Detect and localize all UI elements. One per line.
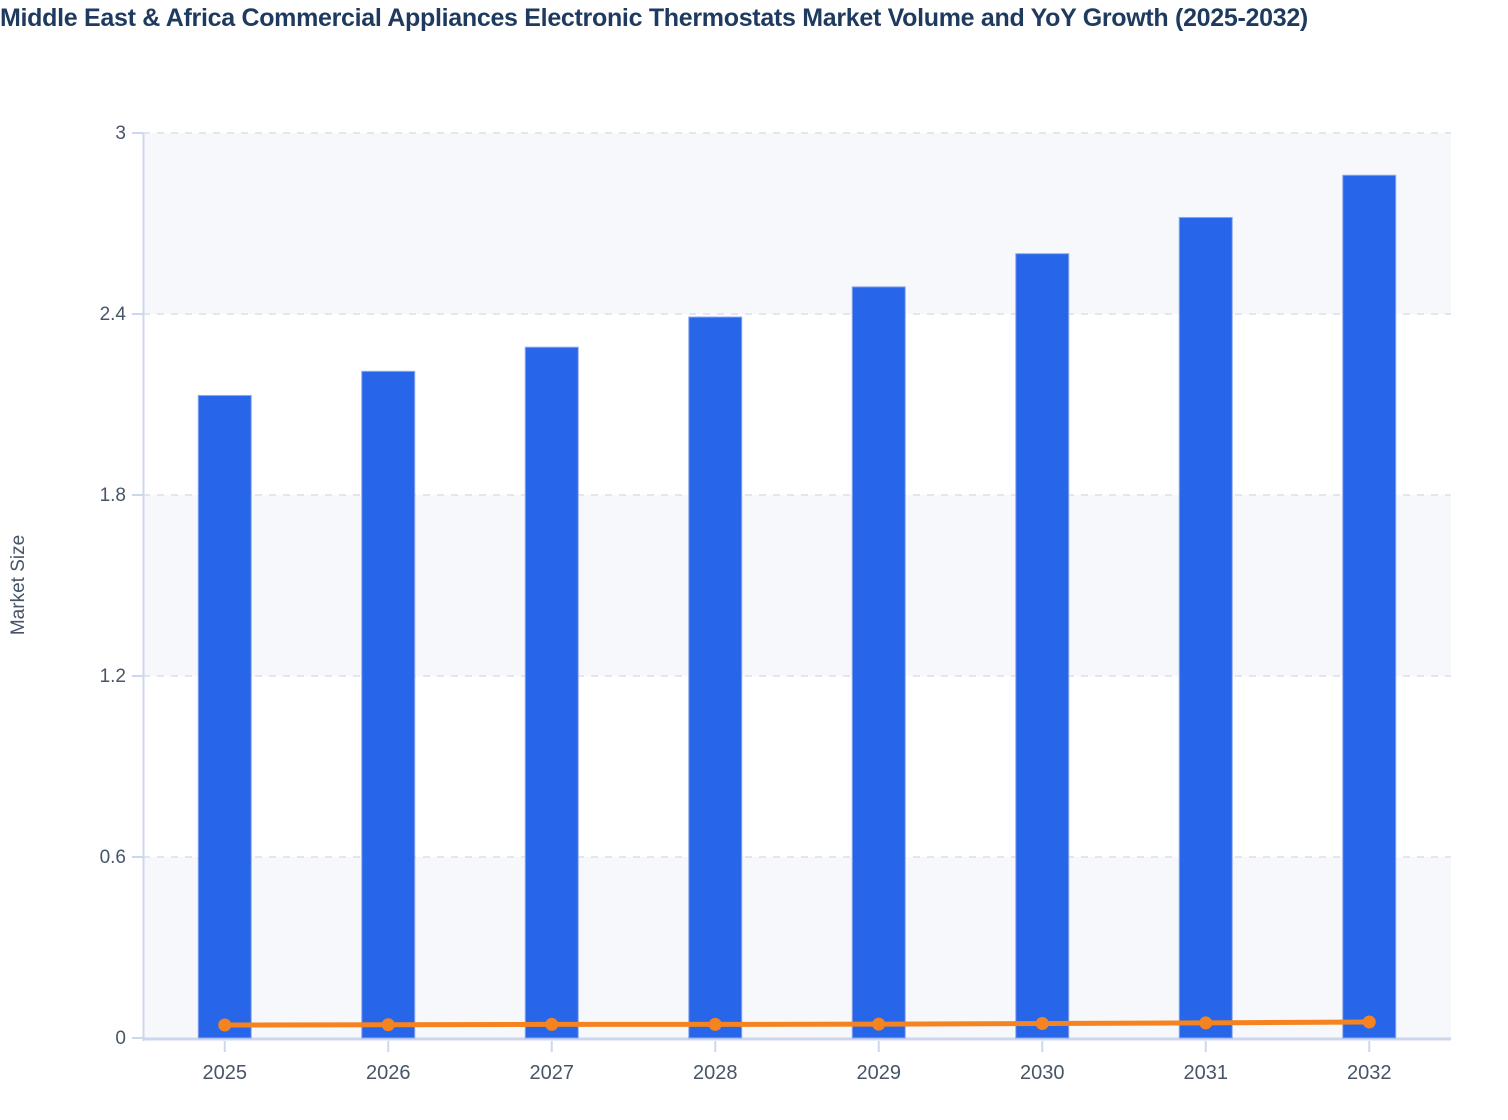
y-tick-label: 1.2 <box>100 666 126 687</box>
x-tick-label-2031: 2031 <box>1184 1062 1229 1084</box>
yoy-marker-2026[interactable] <box>381 1018 395 1032</box>
x-tick-label-2026: 2026 <box>366 1062 411 1084</box>
yoy-marker-2027[interactable] <box>545 1017 559 1031</box>
bar-2032[interactable] <box>1342 174 1397 1039</box>
plot-band <box>143 857 1451 1038</box>
yoy-marker-2025[interactable] <box>218 1018 232 1032</box>
x-tick-label-2030: 2030 <box>1020 1062 1065 1084</box>
yoy-marker-2032[interactable] <box>1362 1015 1376 1029</box>
yoy-marker-2031[interactable] <box>1199 1016 1213 1030</box>
y-tick-label: 0.6 <box>100 847 126 868</box>
bar-2030[interactable] <box>1015 253 1070 1039</box>
plot-band <box>143 133 1451 314</box>
x-tick-label-2029: 2029 <box>857 1062 902 1084</box>
x-tick-label-2032: 2032 <box>1347 1062 1392 1084</box>
x-tick-label-2025: 2025 <box>203 1062 248 1084</box>
y-tick-label: 2.4 <box>100 304 127 325</box>
y-tick-label: 1.8 <box>100 485 126 506</box>
x-tick-label-2027: 2027 <box>530 1062 575 1084</box>
y-tick-label: 0 <box>115 1028 126 1049</box>
bar-2025[interactable] <box>197 394 252 1039</box>
x-tick-label-2028: 2028 <box>693 1062 738 1084</box>
yoy-marker-2030[interactable] <box>1035 1017 1049 1031</box>
bar-2026[interactable] <box>361 370 416 1039</box>
yoy-marker-2029[interactable] <box>872 1017 886 1031</box>
bar-2031[interactable] <box>1178 216 1233 1039</box>
yoy-marker-2028[interactable] <box>708 1017 722 1031</box>
plot-band <box>143 495 1451 676</box>
y-tick-label: 3 <box>115 123 126 144</box>
bar-2029[interactable] <box>851 286 906 1039</box>
yoy-growth-line[interactable] <box>222 1019 1372 1028</box>
bar-2027[interactable] <box>524 346 579 1039</box>
chart-title: Middle East & Africa Commercial Applianc… <box>0 4 1308 32</box>
bar-2028[interactable] <box>688 316 743 1039</box>
